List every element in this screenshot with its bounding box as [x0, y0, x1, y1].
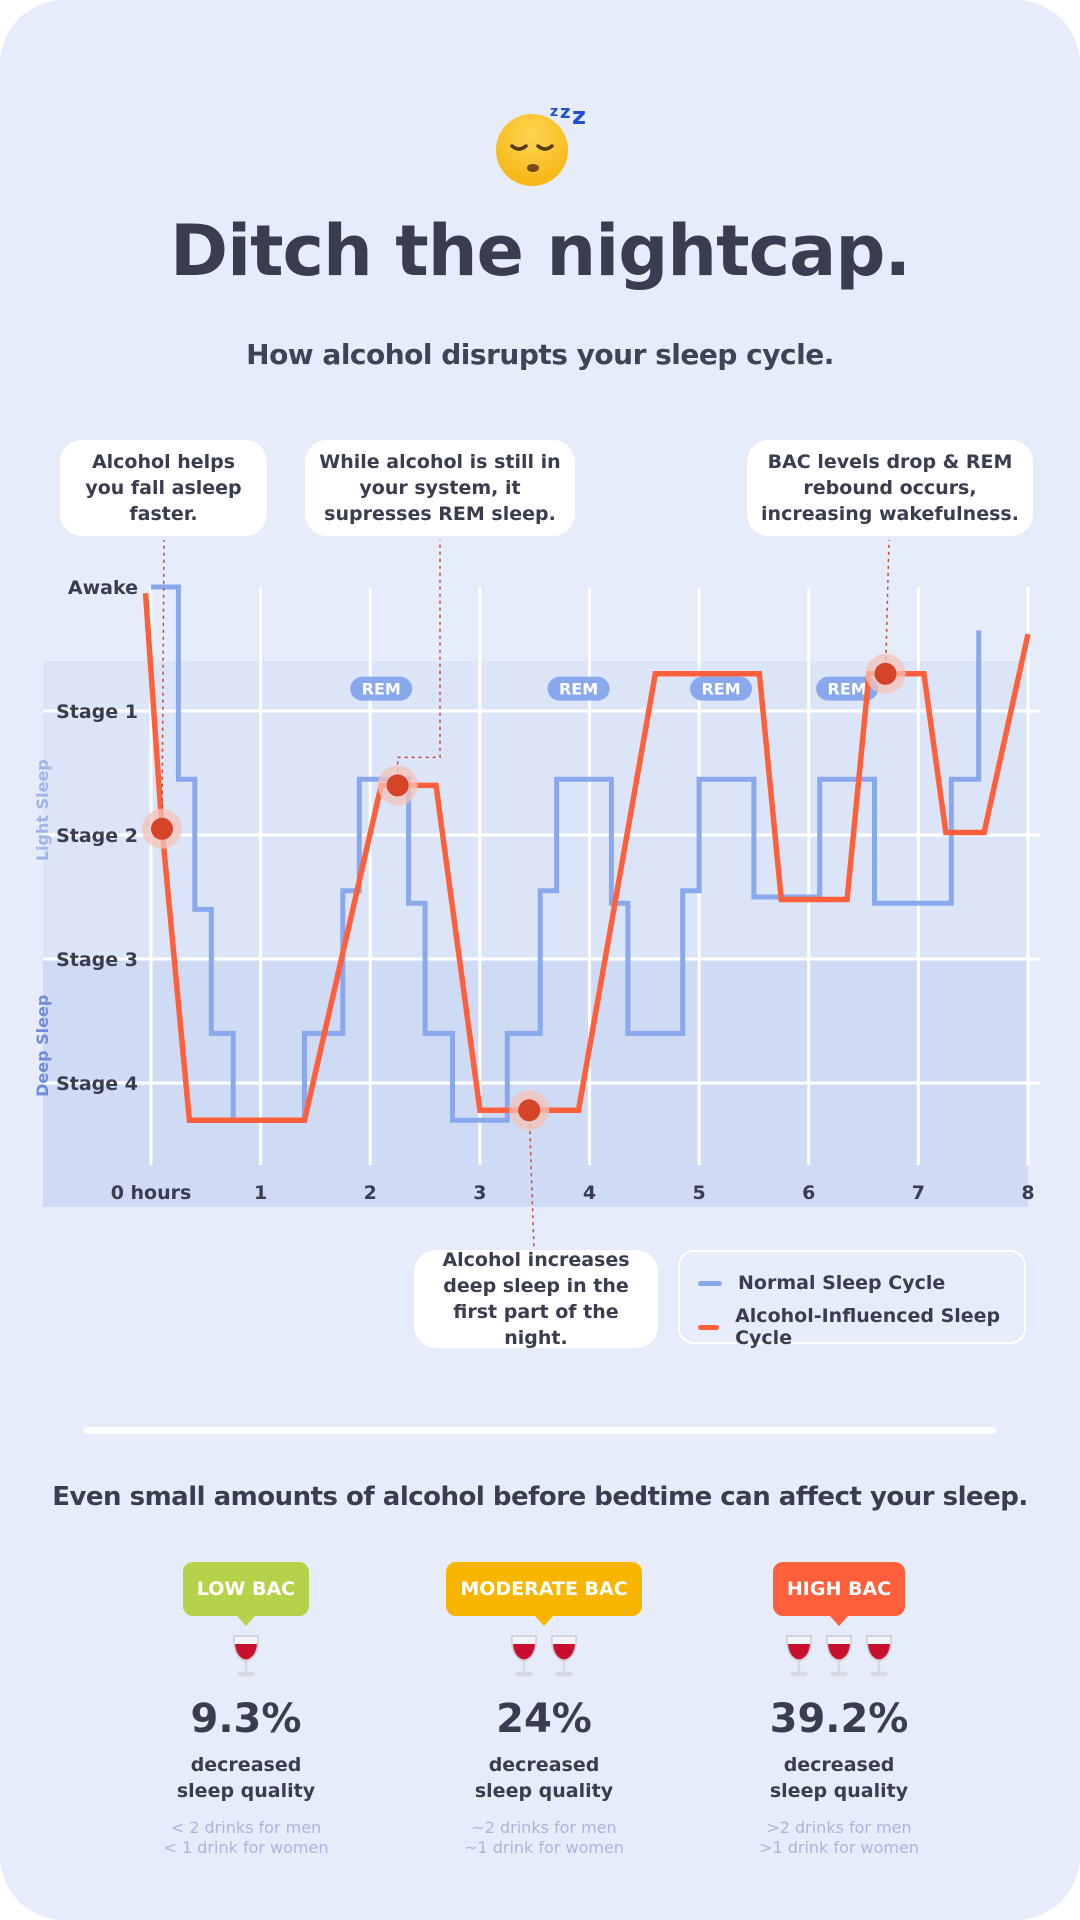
x-tick-label: 6: [802, 1182, 815, 1204]
y-tick-label: Stage 2: [56, 825, 138, 847]
bac-note: ~2 drinks for men ~1 drink for women: [464, 1818, 624, 1857]
bac-description: decreased sleep quality: [769, 1754, 909, 1802]
wine-glasses: [116, 1634, 376, 1680]
callout-rem-rebound: BAC levels drop & REM rebound occurs, in…: [747, 440, 1033, 536]
bac-value: 39.2%: [769, 1696, 909, 1742]
rem-label: REM: [362, 680, 401, 699]
x-tick-label: 3: [473, 1182, 486, 1204]
legend-label-alcohol: Alcohol-Influenced Sleep Cycle: [735, 1305, 1001, 1349]
x-tick-label: 4: [583, 1182, 596, 1204]
bac-value: 9.3%: [190, 1696, 302, 1742]
svg-text:z: z: [560, 102, 570, 123]
wine-glass-icon: [511, 1635, 537, 1677]
page-subtitle: How alcohol disrupts your sleep cycle.: [246, 338, 834, 371]
page-title: Ditch the nightcap.: [169, 210, 911, 292]
y-tick-label: Awake: [68, 577, 138, 599]
rem-label: REM: [828, 680, 867, 699]
y-tick-label: Stage 1: [56, 701, 138, 723]
bac-badge-moderate: MODERATE BAC: [446, 1562, 642, 1626]
annotation-marker: [386, 774, 409, 797]
rem-label-pill: [350, 676, 413, 701]
bac-column-high: HIGH BAC 39.2% decreased sleep quality >…: [709, 1562, 969, 1858]
x-tick-label: 0 hours: [111, 1182, 192, 1204]
annotation-leader: [528, 1110, 535, 1251]
annotation-marker: [518, 1099, 541, 1122]
annotation-leader: [884, 539, 890, 674]
bac-description: decreased sleep quality: [176, 1754, 316, 1802]
x-tick-label: 2: [364, 1182, 377, 1204]
chart-legend: Normal Sleep Cycle Alcohol-Influenced Sl…: [678, 1250, 1026, 1349]
band-label-deep-sleep: Deep Sleep: [33, 995, 52, 1097]
bac-description: decreased sleep quality: [474, 1754, 614, 1802]
bac-value: 24%: [496, 1696, 592, 1742]
series-alcohol-sleep-line: [142, 593, 1031, 1123]
wine-glass-icon: [551, 1635, 577, 1677]
legend-label-normal: Normal Sleep Cycle: [738, 1272, 946, 1294]
bac-badge-low: LOW BAC: [182, 1562, 310, 1626]
legend-swatch-normal: [698, 1280, 722, 1286]
rem-label: REM: [559, 680, 598, 699]
bac-note: < 2 drinks for men < 1 drink for women: [163, 1818, 329, 1857]
bac-column-moderate: MODERATE BAC 24% decreased sleep quality…: [414, 1562, 674, 1858]
legend-item-alcohol: Alcohol-Influenced Sleep Cycle: [698, 1305, 1024, 1349]
section-divider: [84, 1427, 996, 1434]
svg-text:z: z: [550, 104, 558, 120]
x-tick-label: 1: [254, 1182, 267, 1204]
annotation-marker: [874, 662, 897, 685]
bac-column-low: LOW BAC 9.3% decreased sleep quality < 2…: [116, 1562, 376, 1858]
wine-glass-icon: [786, 1635, 812, 1677]
callout-fall-asleep: Alcohol helps you fall asleep faster.: [60, 440, 267, 536]
legend-item-normal: Normal Sleep Cycle: [698, 1272, 945, 1294]
wine-glass-icon: [866, 1635, 892, 1677]
x-tick-label: 7: [912, 1182, 925, 1204]
legend-swatch-alcohol: [698, 1324, 720, 1330]
bac-badge-label: MODERATE BAC: [460, 1578, 628, 1600]
rem-label-pill: [690, 676, 753, 701]
y-tick-label: Stage 4: [56, 1073, 138, 1095]
bac-badge-label: HIGH BAC: [786, 1578, 892, 1600]
wine-glasses: [414, 1634, 674, 1680]
bottom-heading: Even small amounts of alcohol before bed…: [52, 1482, 1028, 1512]
wine-glass-icon: [233, 1635, 259, 1677]
callout-rem-suppressed: While alcohol is still in your system, i…: [305, 440, 575, 536]
sleeping-face-emoji-icon: z z z: [496, 102, 586, 186]
annotation-marker: [150, 817, 173, 840]
rem-label-pill: [816, 676, 879, 701]
bac-badge-high: HIGH BAC: [772, 1562, 906, 1626]
rem-label: REM: [701, 680, 740, 699]
rem-label-pill: [547, 676, 610, 701]
annotation-leader: [161, 539, 165, 829]
wine-glass-icon: [826, 1635, 852, 1677]
bac-badge-label: LOW BAC: [196, 1578, 296, 1600]
band-light-sleep: [43, 661, 1028, 959]
wine-glasses: [709, 1634, 969, 1680]
callout-deep-sleep: Alcohol increases deep sleep in the firs…: [414, 1249, 658, 1349]
svg-text:z: z: [572, 102, 586, 130]
x-tick-label: 5: [693, 1182, 706, 1204]
bac-note: >2 drinks for men >1 drink for women: [759, 1818, 919, 1857]
sleep-cycle-chart: Light Sleep Deep Sleep Awake Stage 1 Stage 2…: [33, 539, 1040, 1251]
x-tick-label: 8: [1021, 1182, 1034, 1204]
band-label-light-sleep: Light Sleep: [33, 759, 52, 861]
y-tick-label: Stage 3: [56, 949, 138, 971]
